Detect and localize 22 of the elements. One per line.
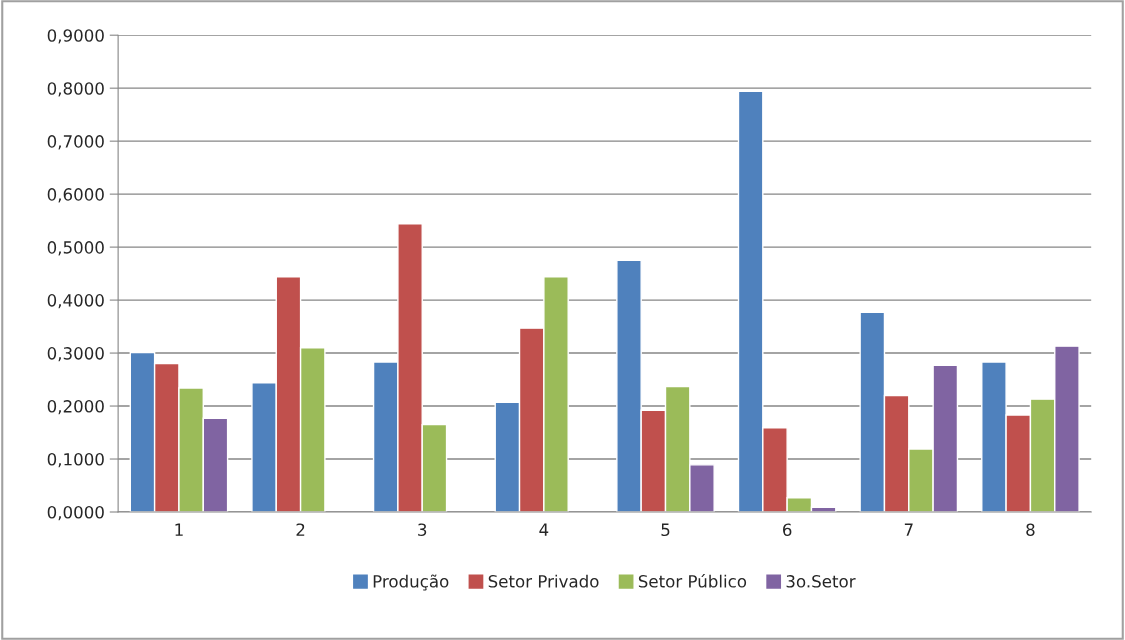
legend-label: Produção xyxy=(373,574,449,591)
y-tick-label: 0,1000 xyxy=(47,452,104,468)
x-tick-label: 7 xyxy=(904,523,913,536)
y-tick-label: 0,6000 xyxy=(47,188,104,203)
x-tick-label: 4 xyxy=(539,523,549,536)
x-tick-label: 1 xyxy=(175,523,183,536)
x-tick-label: 3 xyxy=(418,523,427,537)
y-tick-label: 0,5000 xyxy=(47,241,104,256)
y-tick-label: 0,2000 xyxy=(47,400,104,415)
y-tick-label: 0,0000 xyxy=(47,505,104,521)
y-tick-label: 0,8000 xyxy=(47,82,104,97)
y-tick-label: 0,7000 xyxy=(47,135,104,150)
y-tick-label: 0,9000 xyxy=(47,29,104,44)
legend-label: Setor Público xyxy=(638,574,747,588)
legend-label: Setor Privado xyxy=(488,574,599,588)
legend-label: 3o.Setor xyxy=(786,575,856,588)
x-tick-label: 5 xyxy=(661,523,670,537)
y-tick-label: 0,4000 xyxy=(47,294,104,309)
x-tick-label: 6 xyxy=(783,523,792,537)
y-tick-label: 0,3000 xyxy=(47,347,104,362)
x-tick-label: 2 xyxy=(296,523,305,536)
x-tick-label: 8 xyxy=(1026,523,1035,537)
